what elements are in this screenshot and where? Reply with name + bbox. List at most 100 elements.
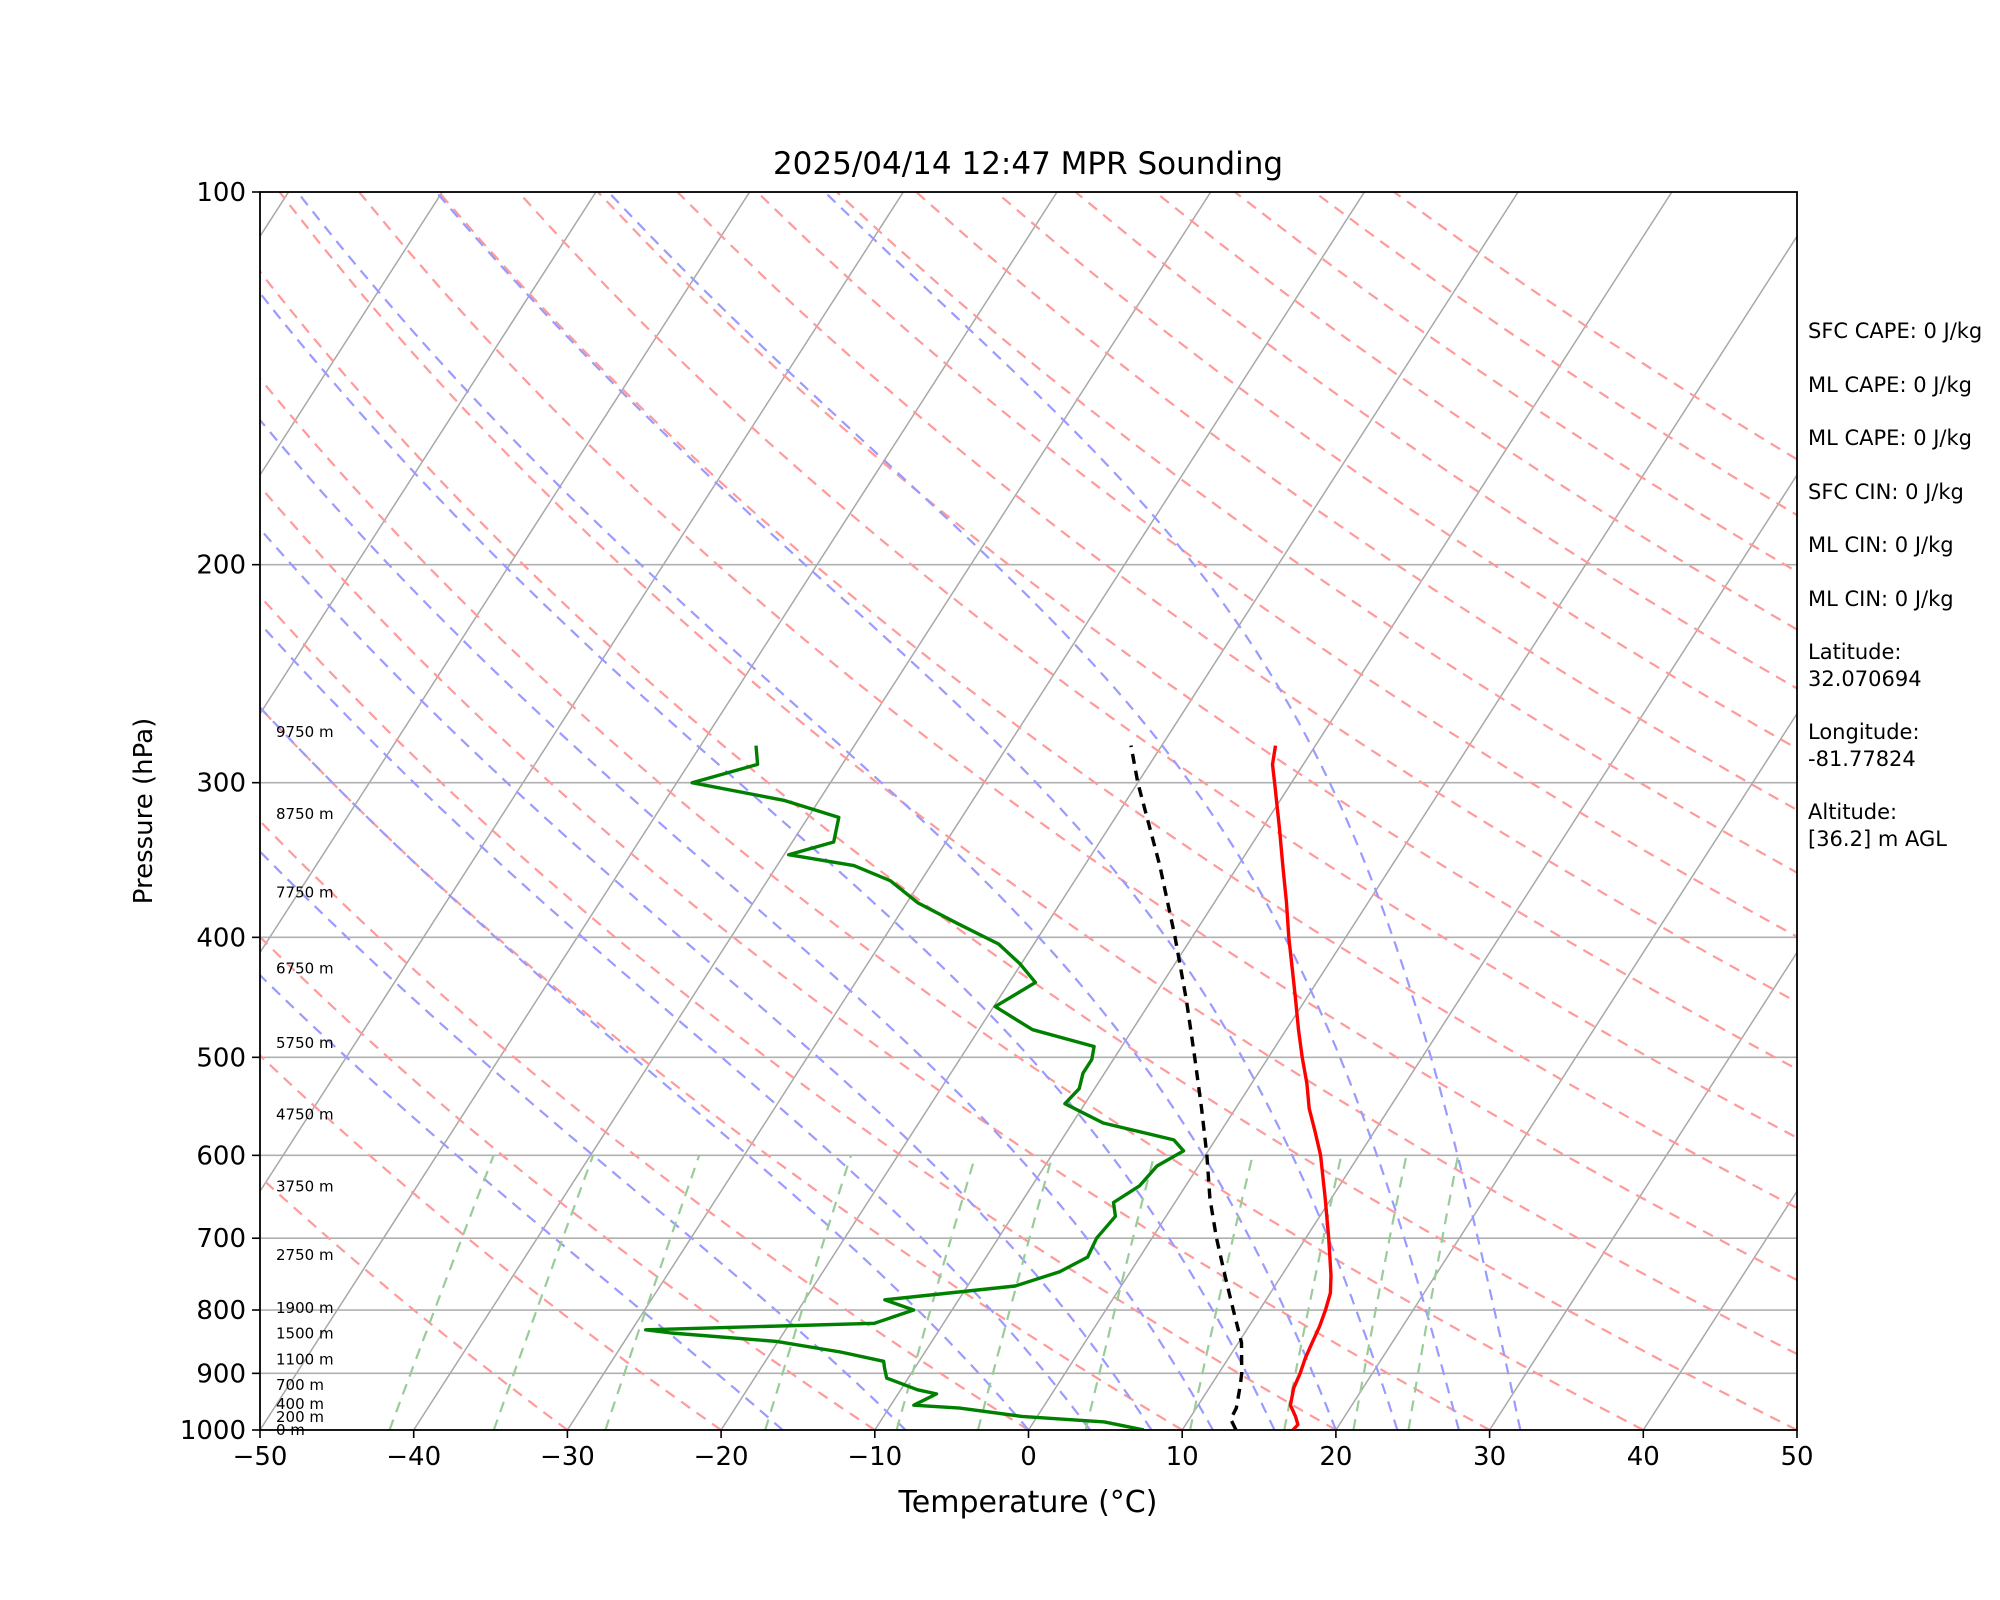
isotherm-line <box>1642 1189 1797 1430</box>
background-lines <box>0 192 1797 1430</box>
stats-panel: SFC CAPE: 0 J/kg ML CAPE: 0 J/kg ML CAPE… <box>1808 318 1998 879</box>
longitude-value: -81.77824 <box>1808 747 1916 771</box>
isotherm-line <box>1181 473 1797 1430</box>
y-axis-label: Pressure (hPa) <box>129 718 159 905</box>
x-tick-label: 40 <box>1627 1442 1660 1472</box>
y-tick-label: 400 <box>196 923 246 953</box>
isotherm-line <box>260 192 597 716</box>
x-axis-ticks: −50 −40 −30 −20 −10 0 10 20 30 40 50 <box>233 1430 1814 1472</box>
height-label: 5750 m <box>276 1034 334 1052</box>
y-tick-label: 100 <box>196 178 246 208</box>
mixing-ratio-line <box>1189 1155 1254 1430</box>
sounding-series <box>644 745 1333 1430</box>
dry-adiabat-line <box>517 192 1797 1139</box>
y-tick-label: 700 <box>196 1224 246 1254</box>
stat-ml-cape-2: ML CAPE: 0 J/kg <box>1808 426 1973 450</box>
y-tick-label: 1000 <box>180 1416 246 1446</box>
isotherm-line <box>1488 951 1797 1430</box>
moist-adiabat-line <box>260 973 784 1430</box>
altitude-block: Altitude: [36.2] m AGL <box>1808 799 1998 853</box>
mixing-ratio-line <box>1407 1155 1460 1430</box>
height-label: 1900 m <box>276 1299 334 1317</box>
longitude-label: Longitude: <box>1808 720 1920 744</box>
height-label: 0 m <box>276 1421 305 1439</box>
dry-adiabat-line <box>260 819 1030 1430</box>
mixing-ratio-line <box>976 1155 1054 1430</box>
height-label: 4750 m <box>276 1105 334 1123</box>
latitude-value: 32.070694 <box>1808 667 1922 691</box>
mixing-ratio-line <box>895 1155 977 1430</box>
x-tick-label: 20 <box>1319 1442 1352 1472</box>
dry-adiabat-line <box>260 376 1644 1430</box>
x-tick-label: −30 <box>540 1442 595 1472</box>
dry-adiabat-line <box>260 1053 722 1430</box>
height-label: 6750 m <box>276 960 334 978</box>
dry-adiabat-line <box>676 192 1797 1004</box>
moist-adiabat-line <box>823 192 1522 1430</box>
dry-adiabat-line <box>358 192 1797 1282</box>
height-label: 1500 m <box>276 1325 334 1343</box>
dry-adiabat-line <box>995 192 1797 750</box>
altitude-label: Altitude: <box>1808 800 1898 824</box>
isotherm-line <box>260 192 443 477</box>
isotherm-line <box>874 192 1673 1430</box>
dry-adiabat-line <box>260 706 1183 1430</box>
dewpoint-line <box>644 745 1186 1430</box>
temperature-line <box>1270 745 1333 1430</box>
y-tick-label: 200 <box>196 551 246 581</box>
isotherm-line <box>0 192 135 1430</box>
mixing-ratio-line <box>764 1155 853 1430</box>
mixing-ratio-line <box>1352 1155 1408 1430</box>
moist-adiabat-line <box>260 291 1276 1430</box>
dry-adiabat-line <box>835 192 1797 874</box>
stat-sfc-cape: SFC CAPE: 0 J/kg <box>1808 319 1983 343</box>
moist-adiabat-line <box>435 192 1399 1430</box>
x-tick-label: −50 <box>233 1442 288 1472</box>
parcel-profile-line <box>1129 745 1244 1430</box>
isotherm-line <box>413 192 1212 1430</box>
height-label: 400 m <box>276 1395 324 1413</box>
dry-adiabat-line <box>597 192 1797 1071</box>
dry-adiabat-line <box>260 269 1797 1430</box>
isotherm-line <box>260 192 1058 1430</box>
stat-ml-cin-2: ML CIN: 0 J/kg <box>1808 586 1954 611</box>
height-label: 8750 m <box>276 805 334 823</box>
height-label: 200 m <box>276 1408 324 1426</box>
x-tick-label: 0 <box>1020 1442 1037 1472</box>
stat-ml-cape: ML CAPE: 0 J/kg <box>1808 372 1973 397</box>
moist-adiabat-line <box>260 418 1214 1430</box>
chart-title: 2025/04/14 12:47 MPR Sounding <box>773 146 1283 182</box>
moist-adiabat-line <box>260 527 1153 1430</box>
dry-adiabat-line <box>260 484 1491 1430</box>
dry-adiabat-line <box>260 594 1337 1430</box>
dry-adiabat-line <box>260 1175 569 1430</box>
mixing-ratio-line <box>388 1155 495 1430</box>
height-label: 1100 m <box>276 1350 334 1368</box>
height-label: 7750 m <box>276 884 334 902</box>
y-tick-label: 800 <box>196 1296 246 1326</box>
latitude-block: Latitude: 32.070694 <box>1808 639 1998 693</box>
dry-adiabat-line <box>260 935 876 1430</box>
mixing-ratio-line <box>1084 1155 1156 1430</box>
stat-ml-cin: ML CIN: 0 J/kg <box>1808 533 1954 557</box>
y-tick-label: 300 <box>196 769 246 799</box>
dry-adiabat-line <box>278 192 1797 1356</box>
isotherm-line <box>260 192 751 954</box>
y-tick-label: 500 <box>196 1043 246 1073</box>
x-tick-label: −10 <box>847 1442 902 1472</box>
height-label: 700 m <box>276 1376 324 1394</box>
isotherm-line <box>1027 234 1797 1430</box>
y-tick-label: 600 <box>196 1141 246 1171</box>
height-label: 3750 m <box>276 1178 334 1196</box>
isotherm-line <box>720 192 1519 1430</box>
height-label: 2750 m <box>276 1246 334 1264</box>
mixing-ratio-line <box>604 1155 701 1430</box>
moist-adiabat-line <box>260 621 1091 1430</box>
x-tick-label: −40 <box>386 1442 441 1472</box>
latitude-label: Latitude: <box>1808 640 1902 664</box>
dry-adiabat-line <box>756 192 1797 938</box>
mixing-ratio-line <box>492 1155 595 1430</box>
isotherm-line <box>566 192 1366 1430</box>
